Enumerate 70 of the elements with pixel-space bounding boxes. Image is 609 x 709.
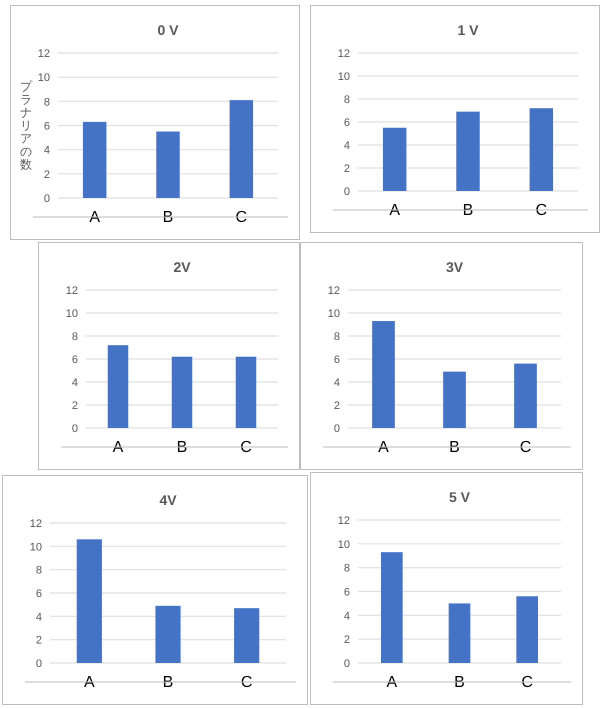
bar (443, 372, 466, 428)
y-tick-label: 6 (344, 117, 350, 129)
y-tick-label: 10 (66, 308, 78, 320)
y-tick-label: 8 (72, 331, 78, 343)
y-tick-label: 12 (38, 48, 50, 60)
y-tick-label: 8 (36, 564, 42, 577)
bar (234, 608, 260, 663)
chart-title: 3V (446, 259, 464, 275)
bar (382, 128, 406, 191)
y-tick-label: 12 (338, 515, 350, 527)
y-tick-label: 0 (334, 423, 340, 435)
y-tick-label: 12 (328, 285, 340, 297)
y-tick-label: 2 (334, 400, 340, 412)
y-tick-label: 4 (344, 610, 350, 622)
chart-title: 5 V (448, 489, 471, 505)
y-tick-label: 12 (338, 48, 350, 60)
y-axis-title: プラナリアの数 (20, 80, 33, 172)
y-tick-label: 4 (344, 140, 350, 152)
bar (82, 122, 106, 198)
x-tick-label: C (536, 202, 548, 219)
x-tick-label: C (240, 674, 252, 691)
chart-title: 0 V (157, 22, 180, 38)
y-tick-label: 10 (38, 72, 50, 84)
chart-title: 1 V (457, 22, 480, 38)
y-tick-label: 2 (36, 634, 42, 647)
x-tick-label: C (236, 209, 248, 226)
x-tick-label: C (240, 439, 252, 456)
y-tick-label: 0 (72, 423, 78, 435)
y-tick-label: 4 (36, 611, 42, 624)
chart-title: 4V (159, 492, 178, 508)
bar (76, 539, 102, 663)
y-tick-label: 10 (30, 541, 42, 554)
y-tick-label: 4 (44, 144, 50, 157)
bar (155, 606, 181, 663)
x-tick-label: C (520, 439, 532, 456)
bar (514, 364, 537, 428)
bar (516, 596, 538, 663)
y-tick-label: 6 (36, 588, 42, 600)
y-tick-label: 10 (338, 538, 350, 551)
bar (372, 321, 395, 428)
y-tick-label: 2 (344, 634, 350, 646)
bar (381, 552, 403, 663)
chart-title: 2V (173, 259, 192, 275)
y-tick-label: 12 (66, 285, 78, 297)
y-tick-label: 6 (334, 354, 340, 366)
y-tick-label: 6 (344, 586, 350, 598)
y-tick-label: 0 (344, 186, 350, 198)
y-tick-label: 4 (334, 377, 340, 389)
y-tick-label: 6 (44, 120, 50, 132)
y-tick-label: 8 (44, 96, 50, 108)
y-tick-label: 0 (36, 658, 42, 670)
y-tick-label: 12 (30, 518, 42, 530)
x-tick-label: C (521, 674, 533, 691)
y-tick-label: 4 (72, 377, 78, 389)
bar (456, 112, 480, 191)
bar (230, 100, 254, 198)
y-tick-label: 8 (344, 562, 350, 575)
y-tick-label: 0 (44, 193, 50, 205)
bar (530, 108, 554, 191)
y-tick-label: 6 (72, 354, 78, 366)
y-tick-label: 2 (44, 168, 50, 181)
y-tick-label: 10 (328, 308, 340, 320)
y-tick-label: 10 (338, 71, 350, 83)
y-tick-label: 0 (344, 658, 350, 670)
y-tick-label: 2 (72, 400, 78, 412)
y-tick-label: 2 (344, 163, 350, 175)
y-tick-label: 8 (334, 331, 340, 343)
bar (448, 603, 470, 663)
y-tick-label: 8 (344, 94, 350, 106)
bar (156, 132, 180, 198)
